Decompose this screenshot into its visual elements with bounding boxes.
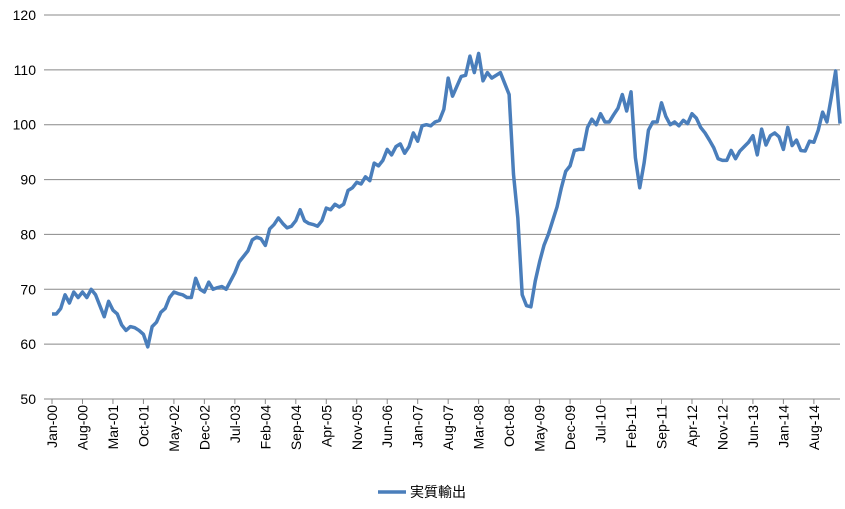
x-tick-label: Mar-08 — [471, 405, 487, 450]
x-tick-label: Apr-05 — [318, 405, 334, 447]
x-tick-label: Sep-11 — [654, 405, 670, 449]
x-tick-label: Feb-11 — [623, 405, 639, 449]
x-tick-label: Sep-04 — [288, 405, 304, 450]
legend-label: 実質輸出 — [410, 484, 466, 500]
x-tick-label: Nov-05 — [349, 405, 365, 450]
x-tick-label: Jan-07 — [410, 405, 426, 448]
x-tick-label: Jul-03 — [227, 405, 243, 443]
y-tick-label: 70 — [20, 281, 36, 297]
x-tick-label: Oct-08 — [501, 405, 517, 447]
x-tick-label: Apr-12 — [684, 405, 700, 447]
x-tick-label: May-02 — [166, 405, 182, 452]
y-tick-label: 80 — [20, 226, 36, 242]
x-tick-label: Mar-01 — [105, 405, 121, 450]
x-tick-label: Dec-09 — [562, 405, 578, 450]
y-tick-label: 90 — [20, 172, 36, 188]
y-tick-label: 50 — [20, 391, 36, 407]
x-tick-label: Jan-14 — [775, 405, 791, 448]
y-tick-label: 100 — [13, 117, 37, 133]
x-tick-label: Jul-10 — [593, 405, 609, 443]
x-tick-label: Jun-06 — [379, 405, 395, 448]
x-tick-label: Dec-02 — [196, 405, 212, 450]
x-tick-label: Aug-14 — [806, 405, 822, 450]
y-tick-label: 120 — [13, 7, 37, 23]
series-line — [52, 51, 842, 349]
y-tick-label: 110 — [14, 62, 37, 78]
x-tick-label: Feb-04 — [257, 405, 273, 450]
x-tick-label: Aug-00 — [74, 405, 90, 450]
x-tick-label: Jan-00 — [44, 405, 60, 448]
y-tick-label: 60 — [20, 336, 36, 352]
x-tick-label: Jun-13 — [745, 405, 761, 448]
x-tick-label: Aug-07 — [440, 405, 456, 450]
x-tick-label: May-09 — [532, 405, 548, 452]
x-tick-label: Oct-01 — [135, 405, 151, 447]
x-tick-label: Nov-12 — [714, 405, 730, 450]
